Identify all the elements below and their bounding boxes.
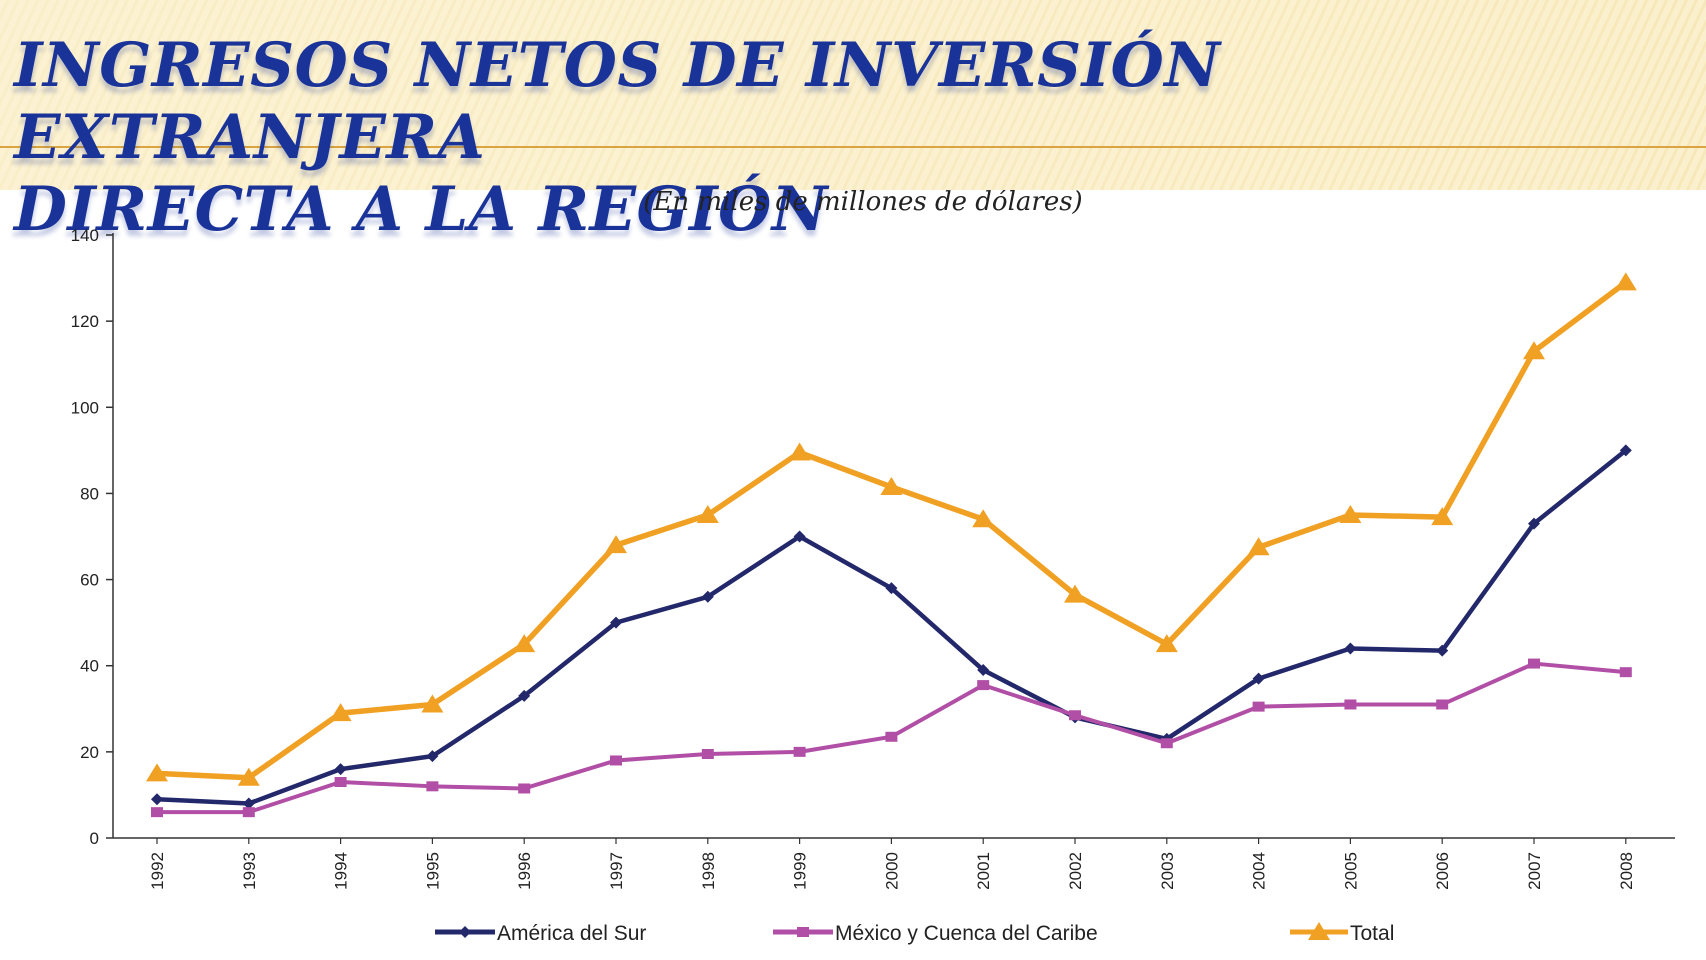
page-title-line-1: INGRESOS NETOS DE INVERSIÓN EXTRANJERA [14,30,1221,173]
x-tick-label: 1992 [148,852,167,890]
x-tick-label: 1996 [515,852,534,890]
data-point [1064,584,1086,603]
data-point [151,793,163,806]
data-point [701,749,714,760]
data-point [885,731,898,742]
data-point [977,680,990,691]
legend: América del Sur México y Cuenca del Carib… [435,922,1394,945]
x-tick-label: 2005 [1341,852,1360,890]
axes: 0 20 40 60 80 100 120 140 1992 1993 1994 1995 1996 19… [71,226,1675,890]
line-chart: (En miles de millones de dólares) 0 20 40 6… [71,190,1675,945]
legend-marker [1308,922,1330,940]
data-point [1436,699,1449,710]
data-point [1344,642,1357,655]
data-point [880,476,903,495]
data-point [701,590,714,603]
data-point [1247,537,1270,556]
x-tick-label: 2001 [974,852,993,890]
y-tick-label: 0 [90,829,99,848]
y-tick-label: 120 [71,312,99,331]
x-tick-label: 1999 [791,852,810,890]
legend-marker [459,926,471,938]
data-point [334,763,347,776]
header-band-overlay [0,0,1706,190]
data-point [1252,672,1265,685]
x-tick-label: 1995 [423,852,442,890]
x-tick-label: 1993 [240,852,259,890]
y-tick-label: 140 [71,226,99,245]
y-tick-label: 60 [80,571,99,590]
x-tick-label: 1998 [699,852,718,890]
data-point [513,634,536,653]
x-tick-label: 1997 [607,852,626,890]
data-point [1619,444,1632,457]
series-0 [151,444,1632,810]
legend-marker [797,927,809,937]
data-point [426,750,439,763]
legend-label: Total [1350,922,1394,945]
data-point [1528,517,1540,530]
data-point [1619,667,1632,678]
data-point [518,689,531,702]
data-point [696,504,719,523]
data-point [1339,504,1362,523]
data-point [972,509,995,528]
series-2 [146,272,1637,786]
data-point [1614,272,1637,291]
data-point [1431,507,1454,526]
header-divider [0,146,1706,148]
chart-subtitle: (En miles de millones de dólares) [643,190,1082,217]
data-point [518,783,531,794]
data-point [242,797,255,810]
series-line [154,448,1629,806]
data-point [151,807,163,818]
page-title-line-2: DIRECTA A LA REGIÓN [14,174,829,245]
data-point [1069,710,1081,721]
data-point [788,442,811,461]
x-tick-label: 2006 [1433,852,1452,890]
data-point [793,746,806,757]
y-tick-label: 20 [80,743,99,762]
y-tick-label: 40 [80,657,99,676]
data-point [1155,634,1178,653]
data-point [1436,644,1449,657]
x-tick-label: 1994 [332,852,351,890]
x-tick-label: 2007 [1525,852,1544,890]
x-tick-label: 2003 [1158,852,1177,890]
data-point [1344,699,1357,710]
legend-label: América del Sur [497,922,646,945]
data-point [1523,341,1545,360]
data-point [329,703,352,722]
data-point [885,582,898,595]
data-point [605,535,627,554]
data-point [1528,658,1540,669]
legend-label: México y Cuenca del Caribe [835,922,1098,945]
y-tick-label: 80 [80,484,99,503]
y-tick-label: 100 [71,398,99,417]
data-point [1252,701,1265,712]
x-tick-label: 2000 [882,852,901,890]
x-tick-label: 2008 [1617,852,1636,890]
x-tick-label: 2004 [1250,852,1269,890]
x-tick-label: 2002 [1066,852,1085,890]
series-layer [146,272,1637,818]
page-title: INGRESOS NETOS DE INVERSIÓN EXTRANJERA D… [14,30,1654,246]
data-point [146,763,168,782]
data-point [610,755,622,766]
data-point [334,777,347,788]
data-point [610,616,622,629]
data-point [426,781,439,792]
data-point [1160,738,1173,749]
data-point [421,694,444,713]
series-1 [151,658,1632,818]
data-point [242,807,255,818]
data-point [793,530,806,543]
data-point [977,664,990,677]
data-point [237,767,260,786]
